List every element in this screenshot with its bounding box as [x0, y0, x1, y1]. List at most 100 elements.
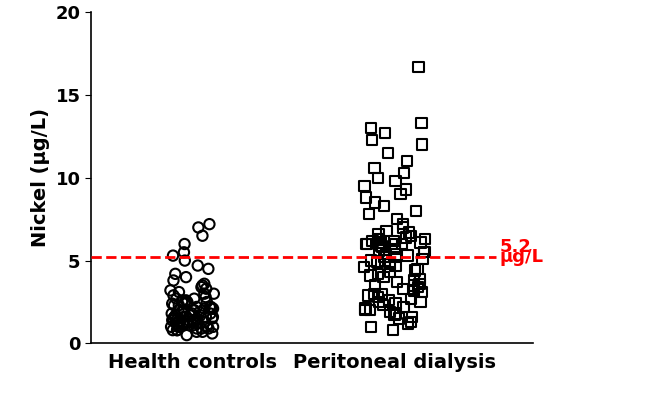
Point: [388, 327, 398, 333]
Point: [197, 232, 207, 239]
Point: [384, 297, 395, 303]
Point: [409, 282, 419, 288]
Point: [200, 294, 211, 300]
Point: [169, 302, 179, 309]
Point: [372, 175, 383, 181]
Point: [393, 315, 404, 322]
Point: [188, 307, 198, 314]
Point: [192, 262, 203, 269]
Point: [189, 295, 200, 302]
Point: [396, 241, 407, 247]
Point: [373, 239, 384, 246]
Point: [406, 232, 417, 239]
Point: [195, 312, 205, 318]
Point: [407, 314, 417, 320]
Point: [366, 324, 376, 330]
Point: [364, 211, 374, 217]
Point: [398, 304, 409, 310]
Point: [207, 315, 217, 322]
Point: [374, 236, 384, 242]
Point: [361, 241, 372, 247]
Point: [374, 247, 385, 254]
Point: [403, 320, 413, 327]
Point: [385, 269, 395, 276]
Point: [363, 292, 374, 299]
Point: [413, 284, 423, 290]
Point: [185, 312, 195, 318]
Point: [187, 310, 198, 317]
Point: [170, 271, 181, 277]
Point: [170, 312, 181, 318]
Point: [199, 280, 209, 287]
Point: [409, 287, 419, 294]
Point: [203, 266, 214, 272]
Point: [173, 322, 183, 328]
Point: [203, 325, 214, 332]
Point: [167, 301, 177, 307]
Point: [207, 305, 217, 312]
Point: [167, 317, 177, 324]
Point: [205, 304, 215, 310]
Point: [192, 315, 202, 322]
Point: [402, 252, 413, 259]
Point: [411, 208, 421, 214]
Point: [376, 242, 387, 249]
Point: [383, 149, 393, 156]
Point: [208, 324, 218, 330]
Point: [414, 280, 424, 287]
Point: [381, 251, 391, 257]
Point: [378, 254, 389, 261]
Point: [191, 304, 202, 310]
Point: [171, 295, 181, 302]
Point: [174, 324, 185, 330]
Point: [377, 244, 387, 250]
Point: [361, 194, 371, 201]
Point: [207, 330, 217, 337]
Point: [188, 322, 199, 328]
Point: [413, 63, 424, 70]
Point: [406, 319, 417, 325]
Point: [176, 309, 187, 315]
Point: [370, 200, 380, 206]
Point: [168, 315, 178, 322]
Point: [365, 307, 376, 314]
Point: [185, 319, 196, 325]
Point: [199, 290, 209, 297]
Point: [184, 322, 194, 328]
Point: [415, 276, 425, 282]
Text: μg/L: μg/L: [500, 248, 544, 265]
Point: [166, 310, 177, 317]
Point: [196, 284, 207, 290]
Point: [177, 297, 188, 303]
Point: [168, 252, 178, 259]
Point: [419, 249, 429, 256]
Point: [178, 320, 188, 327]
Point: [380, 130, 390, 136]
Point: [174, 289, 184, 295]
Point: [189, 307, 200, 314]
Point: [361, 241, 371, 247]
Point: [372, 294, 383, 300]
Point: [177, 299, 187, 305]
Point: [360, 305, 370, 312]
Point: [359, 264, 369, 270]
Point: [181, 274, 191, 280]
Point: [188, 317, 198, 324]
Point: [392, 216, 402, 222]
Point: [169, 314, 179, 320]
Point: [197, 282, 207, 288]
Point: [202, 299, 212, 305]
Point: [419, 249, 430, 256]
Point: [370, 282, 380, 288]
Point: [181, 297, 191, 303]
Point: [417, 289, 427, 295]
Point: [374, 299, 384, 305]
Point: [415, 239, 426, 246]
Point: [206, 304, 216, 310]
Point: [191, 317, 202, 324]
Point: [202, 324, 212, 330]
Point: [179, 314, 189, 320]
Point: [400, 234, 411, 241]
Point: [391, 310, 402, 317]
Point: [179, 257, 190, 264]
